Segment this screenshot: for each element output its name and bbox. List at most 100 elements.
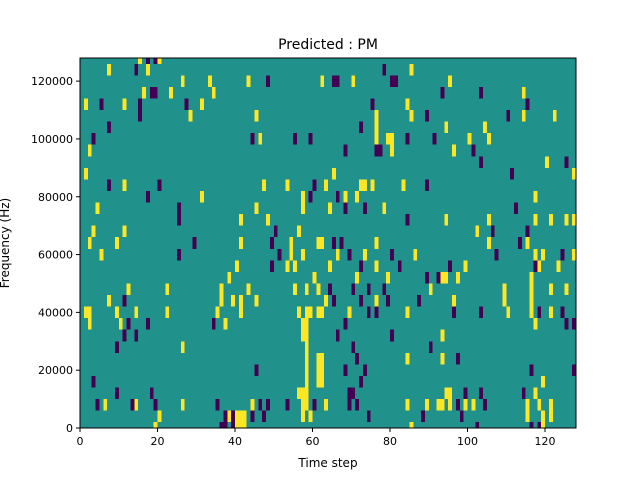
heatmap-cell bbox=[83, 306, 88, 319]
heatmap-cell bbox=[157, 410, 162, 423]
heatmap-cell bbox=[475, 422, 480, 428]
heatmap-cell bbox=[374, 133, 379, 145]
heatmap-cell bbox=[250, 410, 255, 423]
heatmap-cell bbox=[455, 271, 460, 284]
heatmap-cell bbox=[533, 214, 538, 226]
heatmap-cell bbox=[374, 260, 379, 272]
heatmap-cell bbox=[91, 225, 96, 238]
heatmap-cell bbox=[405, 214, 410, 226]
heatmap-cell bbox=[390, 144, 394, 157]
heatmap-cell bbox=[533, 318, 538, 330]
heatmap-cell bbox=[374, 144, 379, 157]
heatmap-cell bbox=[471, 144, 476, 157]
heatmap-cell bbox=[486, 133, 491, 145]
y-axis: 0 20000 40000 60000 80000 100000 120000 bbox=[31, 75, 80, 435]
heatmap-cell bbox=[122, 98, 127, 111]
heatmap-cell bbox=[483, 121, 487, 134]
heatmap-cell bbox=[176, 248, 181, 261]
heatmap-cell bbox=[169, 86, 174, 99]
heatmap-cell bbox=[308, 410, 313, 423]
heatmap-cell bbox=[266, 399, 270, 411]
x-tick-label: 40 bbox=[228, 435, 242, 448]
heatmap-cell bbox=[324, 179, 329, 191]
heatmap-cell bbox=[107, 121, 112, 134]
heatmap-cell bbox=[308, 133, 313, 145]
heatmap-cell bbox=[258, 133, 263, 145]
heatmap-cell bbox=[300, 190, 305, 203]
heatmap-cell bbox=[238, 237, 243, 249]
heatmap-cell bbox=[490, 225, 495, 238]
heatmap-cell bbox=[548, 214, 553, 226]
heatmap-cell bbox=[343, 190, 348, 203]
heatmap-cell bbox=[320, 352, 325, 365]
heatmap-cell bbox=[452, 295, 456, 307]
heatmap-cell bbox=[215, 399, 220, 411]
heatmap-cell bbox=[455, 352, 460, 365]
heatmap-cell bbox=[440, 352, 445, 365]
heatmap-cell bbox=[192, 237, 197, 249]
heatmap-cell bbox=[308, 190, 313, 203]
heatmap-cell bbox=[479, 306, 484, 319]
y-tick-label: 0 bbox=[66, 422, 73, 435]
heatmap-cell bbox=[506, 306, 511, 319]
heatmap-cell bbox=[359, 375, 363, 388]
heatmap-cell bbox=[525, 237, 530, 249]
heatmap-cell bbox=[103, 399, 108, 411]
heatmap-cell bbox=[312, 271, 317, 284]
heatmap-cell bbox=[238, 295, 243, 307]
heatmap-cell bbox=[521, 86, 526, 99]
heatmap-cell bbox=[114, 237, 119, 249]
heatmap-cell bbox=[564, 318, 569, 330]
heatmap-cell bbox=[564, 214, 569, 226]
heatmap-cell bbox=[533, 260, 538, 272]
x-axis-label: Time step bbox=[297, 456, 357, 470]
y-tick-label: 20000 bbox=[38, 364, 73, 377]
heatmap-cell bbox=[370, 179, 375, 191]
heatmap-cell bbox=[114, 306, 119, 319]
heatmap-cell bbox=[471, 399, 476, 411]
heatmap-cell bbox=[397, 260, 402, 272]
heatmap-cell bbox=[444, 214, 449, 226]
chart-title: Predicted : PM bbox=[278, 37, 378, 53]
heatmap-cell bbox=[219, 295, 224, 307]
heatmap-cell bbox=[386, 133, 391, 145]
heatmap-cell bbox=[362, 364, 367, 376]
heatmap-cell bbox=[153, 86, 158, 99]
heatmap-cell bbox=[390, 248, 394, 261]
heatmap-cell bbox=[347, 306, 352, 319]
heatmap-cell bbox=[250, 133, 255, 145]
heatmap-cell bbox=[331, 295, 336, 307]
heatmap-cell bbox=[312, 179, 317, 191]
heatmap-cell bbox=[506, 110, 511, 122]
heatmap-cell bbox=[246, 283, 251, 296]
heatmap-cell bbox=[231, 295, 236, 307]
heatmap-cell bbox=[231, 422, 236, 428]
heatmap-cell bbox=[347, 399, 352, 411]
heatmap-cell bbox=[374, 306, 379, 319]
heatmap-cell bbox=[572, 248, 577, 261]
heatmap-cell bbox=[300, 318, 305, 330]
heatmap-cell bbox=[153, 399, 158, 411]
heatmap-cell bbox=[374, 237, 379, 249]
heatmap-cell bbox=[564, 283, 569, 296]
heatmap-cell bbox=[343, 144, 348, 157]
heatmap-cell bbox=[304, 306, 309, 319]
heatmap-cell bbox=[417, 295, 422, 307]
heatmap-cell bbox=[424, 110, 429, 122]
heatmap-cell bbox=[335, 329, 340, 342]
heatmap-cell bbox=[359, 179, 363, 191]
heatmap-cell bbox=[83, 98, 88, 111]
y-tick-label: 120000 bbox=[31, 75, 73, 88]
heatmap-cell bbox=[355, 271, 360, 284]
heatmap-cell bbox=[467, 133, 472, 145]
heatmap-cell bbox=[525, 98, 530, 111]
heatmap-cell bbox=[297, 306, 301, 319]
heatmap-cell bbox=[328, 283, 332, 296]
heatmap-cell bbox=[463, 260, 468, 272]
y-axis-label: Frequency (Hz) bbox=[0, 198, 12, 289]
heatmap-cell bbox=[378, 144, 383, 157]
heatmap-cell bbox=[537, 422, 542, 428]
heatmap-cell bbox=[529, 271, 534, 284]
heatmap-cell bbox=[374, 121, 379, 134]
heatmap-cell bbox=[99, 248, 104, 261]
